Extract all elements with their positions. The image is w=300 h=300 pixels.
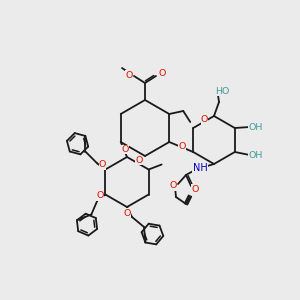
Text: OH: OH [249,122,263,131]
Text: O: O [178,142,185,151]
Text: O: O [125,70,133,80]
Text: O: O [121,145,128,154]
Text: O: O [124,208,131,217]
Text: O: O [135,156,142,165]
Text: O: O [169,182,177,190]
Text: OH: OH [249,152,263,160]
Text: O: O [99,160,106,169]
Text: O: O [191,184,199,194]
Text: O: O [158,70,166,79]
Text: O: O [97,191,104,200]
Text: O: O [201,116,208,124]
Text: HO: HO [215,86,229,95]
Text: NH: NH [193,163,207,173]
